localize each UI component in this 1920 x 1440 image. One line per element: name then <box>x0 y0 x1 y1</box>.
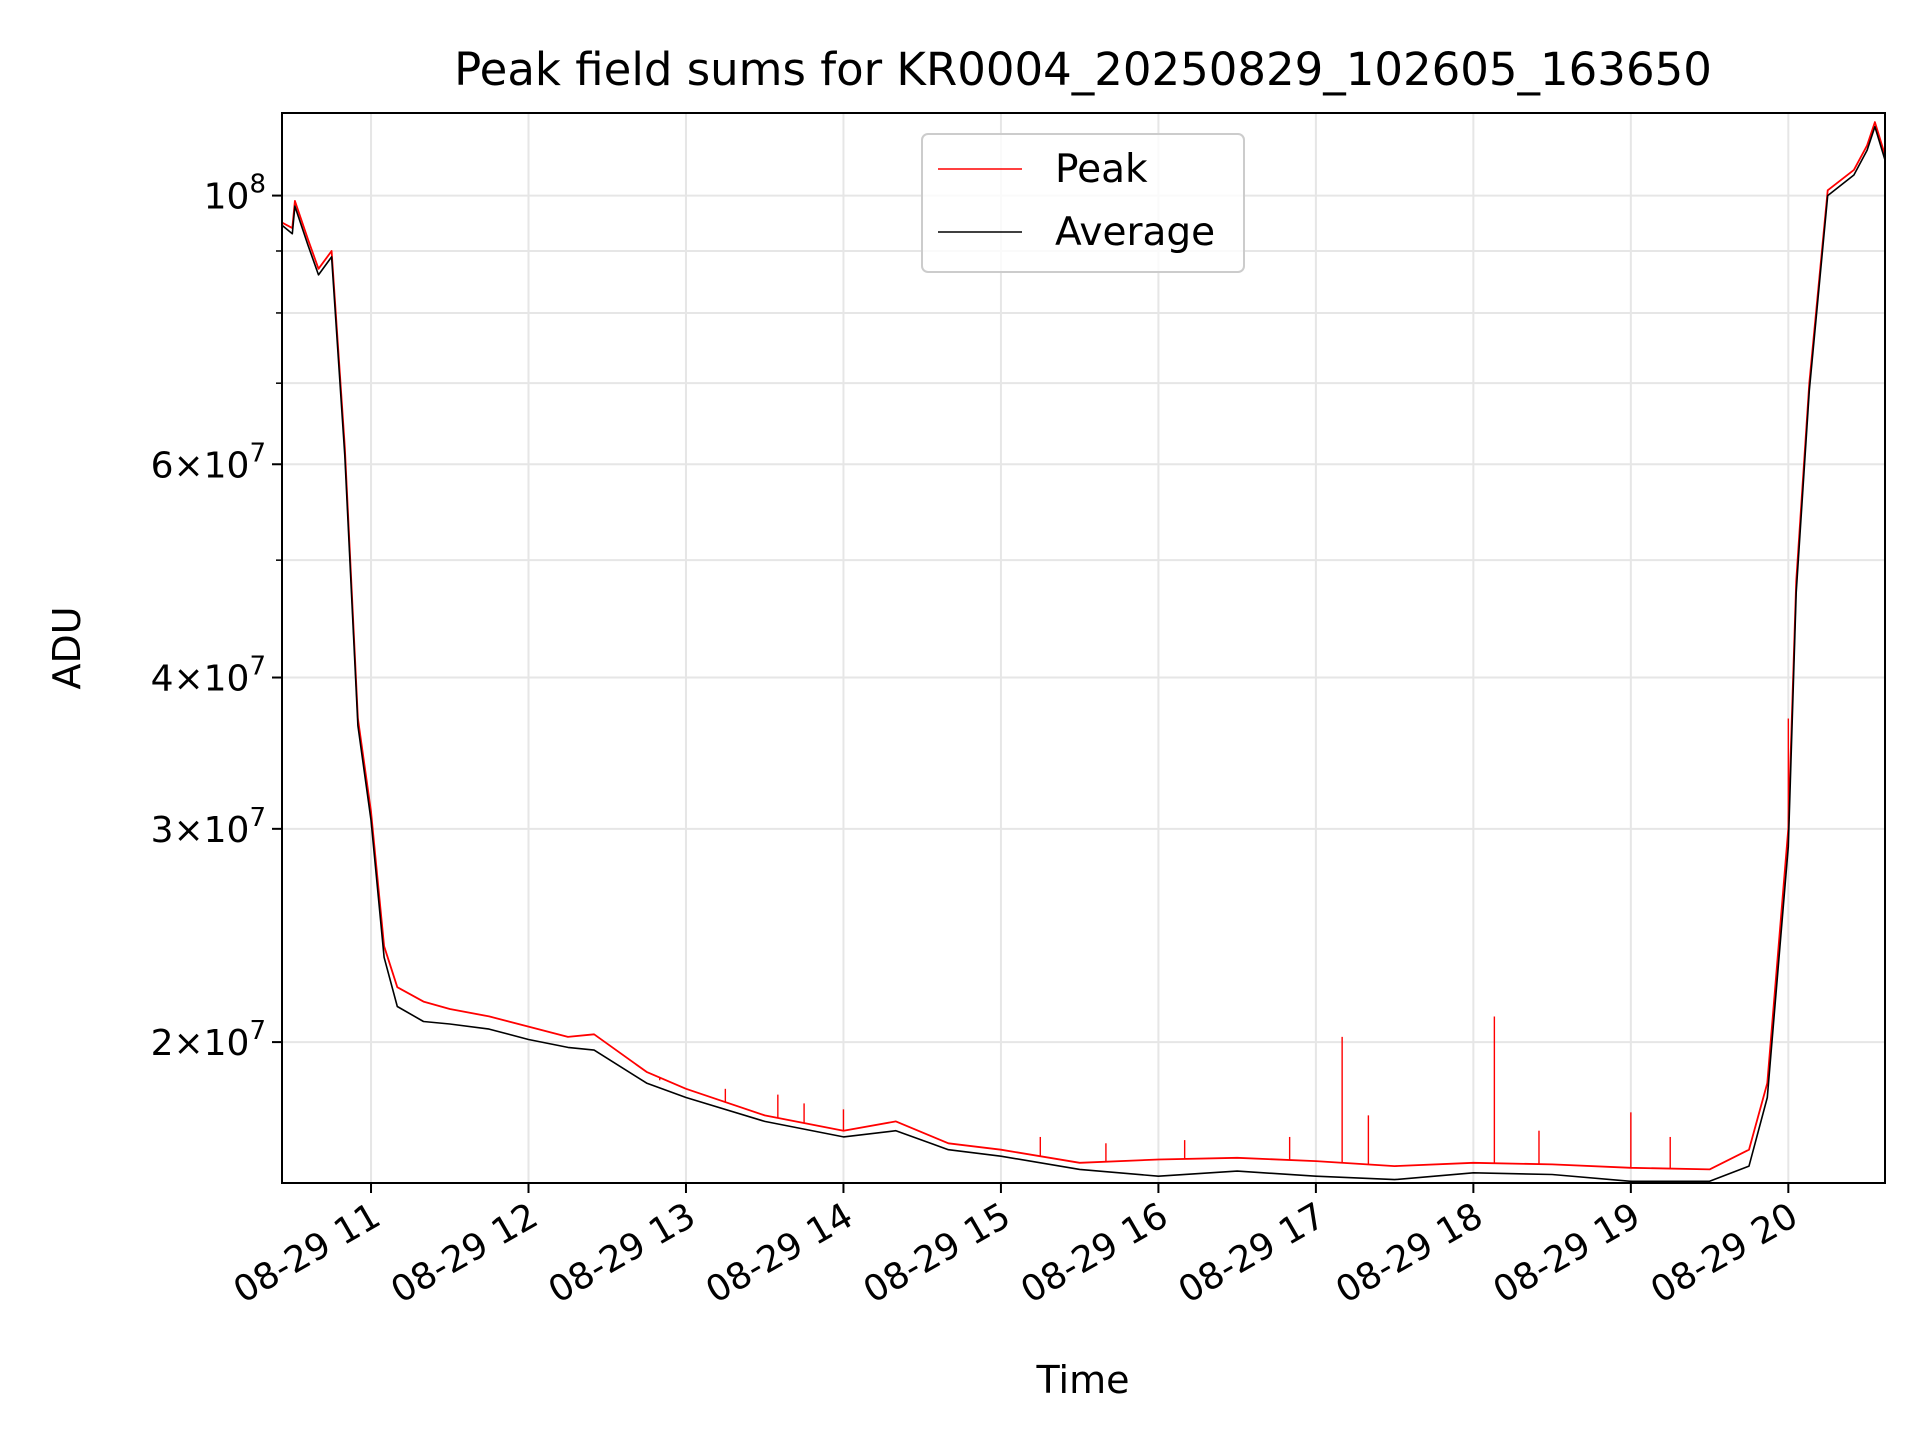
legend-label-average: Average <box>1055 210 1215 255</box>
plot-frame <box>281 112 1886 1184</box>
y-tick-exponent: 8 <box>249 170 266 200</box>
y-tick-label: 4×107 <box>151 652 266 700</box>
y-axis-title: ADU <box>45 606 89 689</box>
y-tick-times-sign: ×10 <box>173 810 249 851</box>
y-tick-times-sign: ×10 <box>173 659 249 700</box>
legend-label-peak: Peak <box>1055 147 1148 192</box>
y-tick-base: 10 <box>204 177 250 218</box>
y-tick-mantissa: 2 <box>151 1023 174 1064</box>
y-tick-exponent: 7 <box>249 438 266 468</box>
y-tick-exponent: 7 <box>249 652 266 682</box>
y-tick-label: 2×107 <box>151 1016 266 1064</box>
legend: Peak Average <box>921 133 1245 273</box>
y-tick-mantissa: 6 <box>151 445 174 486</box>
y-tick-exponent: 7 <box>249 803 266 833</box>
series-layer <box>281 121 1886 1183</box>
y-tick-mantissa: 3 <box>151 810 174 851</box>
y-tick-times-sign: ×10 <box>173 1023 249 1064</box>
y-tick-exponent: 7 <box>249 1016 266 1046</box>
chart-title: Peak field sums for KR0004_20250829_1026… <box>454 43 1712 96</box>
y-tick-mantissa: 4 <box>151 659 174 700</box>
y-tick-times-sign: ×10 <box>173 445 249 486</box>
x-axis-title: Time <box>1036 1358 1130 1402</box>
y-tick-label: 108 <box>204 170 266 218</box>
y-tick-label: 6×107 <box>151 438 266 486</box>
y-tick-label: 3×107 <box>151 803 266 851</box>
series-line-average <box>281 125 1886 1183</box>
